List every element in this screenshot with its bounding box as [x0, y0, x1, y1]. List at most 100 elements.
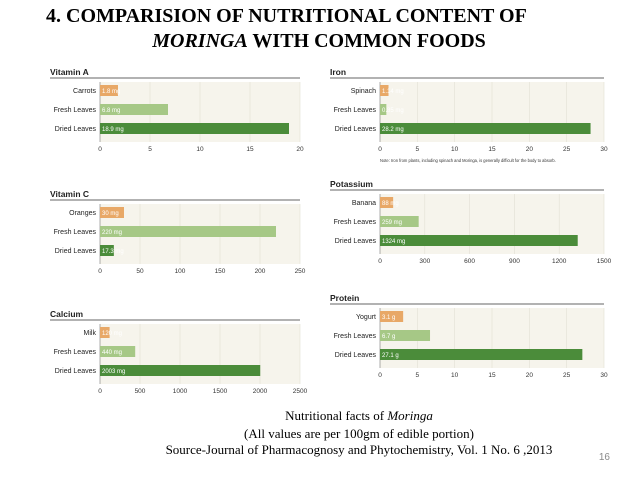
- tick-label: 500: [135, 388, 146, 395]
- tick-label: 0: [378, 372, 382, 379]
- category-label: Yogurt: [356, 314, 376, 321]
- category-label: Fresh Leaves: [54, 107, 97, 114]
- category-label: Fresh Leaves: [334, 107, 377, 114]
- tick-label: 2500: [293, 388, 308, 395]
- tick-label: 100: [175, 268, 186, 275]
- tick-label: 5: [416, 372, 420, 379]
- tick-label: 200: [255, 268, 266, 275]
- bar: [100, 245, 114, 256]
- bar: [100, 346, 136, 357]
- category-label: Dried Leaves: [55, 126, 97, 133]
- category-label: Fresh Leaves: [334, 333, 377, 340]
- chart-calcium: Calcium 0 500 1000 1500 2000 2500 Milk 120 mg Fre…: [50, 309, 308, 395]
- bar: [100, 365, 261, 376]
- data-label: 18.9 mg: [102, 127, 124, 133]
- page-number: 16: [598, 452, 610, 463]
- chart-title: Vitamin C: [50, 189, 89, 199]
- chart-title: Calcium: [50, 309, 84, 319]
- category-label: Fresh Leaves: [54, 349, 97, 356]
- tick-label: 600: [464, 258, 475, 265]
- data-label: 17.3 mg: [102, 249, 124, 255]
- tick-label: 25: [563, 146, 571, 153]
- bar: [380, 349, 583, 360]
- data-label: 1324 mg: [382, 239, 405, 245]
- chart-potassium: Potassium 0 300 600 900 1200 1500 Banana 88 mg Fr…: [330, 179, 612, 265]
- category-label: Spinach: [351, 88, 376, 95]
- footer-line-1: Nutritional facts of Moringa: [40, 408, 638, 424]
- chart-protein: Protein 0 5 10 15 20 25 30 Yogurt 3.1 g Fresh Leav…: [330, 293, 608, 379]
- tick-label: 10: [196, 146, 204, 153]
- tick-label: 1500: [597, 258, 612, 265]
- bar: [100, 123, 289, 134]
- bar: [380, 123, 591, 134]
- data-label: 0.85 mg: [382, 108, 404, 114]
- bar: [100, 226, 276, 237]
- bar: [380, 197, 394, 208]
- bar: [100, 104, 168, 115]
- category-label: Milk: [84, 330, 97, 337]
- category-label: Dried Leaves: [335, 126, 377, 133]
- data-label: 30 mg: [102, 211, 119, 217]
- tick-label: 0: [98, 146, 102, 153]
- tick-label: 0: [378, 258, 382, 265]
- tick-label: 1000: [173, 388, 188, 395]
- category-label: Fresh Leaves: [54, 229, 97, 236]
- tick-label: 30: [600, 372, 608, 379]
- bar: [380, 104, 387, 115]
- data-label: 1.8 mg: [102, 89, 120, 95]
- footer-line-2: (All values are per 100gm of edible port…: [244, 426, 474, 441]
- tick-label: 10: [451, 146, 459, 153]
- chart-title: Vitamin A: [50, 67, 89, 77]
- chart-iron: Iron 0 5 10 15 20 25 30 Spinach 1.14 mg Fresh Leav…: [330, 67, 608, 163]
- tick-label: 10: [451, 372, 459, 379]
- data-label: 6.7 g: [382, 334, 395, 340]
- category-label: Dried Leaves: [55, 368, 97, 375]
- footer-source: Source-Journal of Pharmacognosy and Phyt…: [165, 442, 553, 457]
- data-label: 88 mg: [382, 201, 399, 207]
- tick-label: 900: [509, 258, 520, 265]
- tick-label: 1200: [552, 258, 567, 265]
- tick-label: 250: [295, 268, 306, 275]
- data-label: 3.1 g: [382, 315, 395, 321]
- chart-vitamin-c: Vitamin C 0 50 100 150 200 250 Oranges 30 mg Fres…: [50, 189, 306, 275]
- data-label: 6.8 mg: [102, 108, 120, 114]
- tick-label: 25: [563, 372, 571, 379]
- footer-line-1-prefix: Nutritional facts of: [285, 408, 388, 423]
- category-label: Dried Leaves: [335, 352, 377, 359]
- tick-label: 15: [488, 372, 496, 379]
- footer-moringa-italic: Moringa: [387, 408, 433, 423]
- bar: [380, 311, 404, 322]
- tick-label: 1500: [213, 388, 228, 395]
- tick-label: 20: [526, 146, 534, 153]
- chart-title: Potassium: [330, 179, 373, 189]
- category-label: Carrots: [73, 88, 96, 95]
- title-line-2-rest: WITH COMMON FOODS: [247, 30, 486, 52]
- bar: [380, 85, 389, 96]
- data-label: 120 mg: [102, 331, 122, 337]
- data-label: 220 mg: [102, 230, 122, 236]
- title-line-2: MORINGA WITH COMMON FOODS: [0, 29, 638, 53]
- bar: [380, 330, 431, 341]
- tick-label: 0: [98, 268, 102, 275]
- tick-label: 150: [215, 268, 226, 275]
- tick-label: 20: [526, 372, 534, 379]
- data-label: 440 mg: [102, 350, 122, 356]
- bar: [380, 216, 419, 227]
- tick-label: 15: [488, 146, 496, 153]
- tick-label: 20: [296, 146, 304, 153]
- tick-label: 50: [136, 268, 144, 275]
- category-label: Dried Leaves: [335, 238, 377, 245]
- tick-label: 5: [416, 146, 420, 153]
- tick-label: 0: [98, 388, 102, 395]
- category-label: Fresh Leaves: [334, 219, 377, 226]
- bar: [100, 85, 118, 96]
- chart-vitamin-a: Vitamin A 0 5 10 15 20 Carrots 1.8 mg Fresh Leav…: [50, 67, 304, 153]
- tick-label: 2000: [253, 388, 268, 395]
- category-label: Dried Leaves: [55, 248, 97, 255]
- tick-label: 0: [378, 146, 382, 153]
- chart-title: Protein: [330, 293, 359, 303]
- data-label: 28.2 mg: [382, 127, 404, 133]
- tick-label: 30: [600, 146, 608, 153]
- category-label: Oranges: [69, 210, 96, 217]
- category-label: Banana: [352, 200, 376, 207]
